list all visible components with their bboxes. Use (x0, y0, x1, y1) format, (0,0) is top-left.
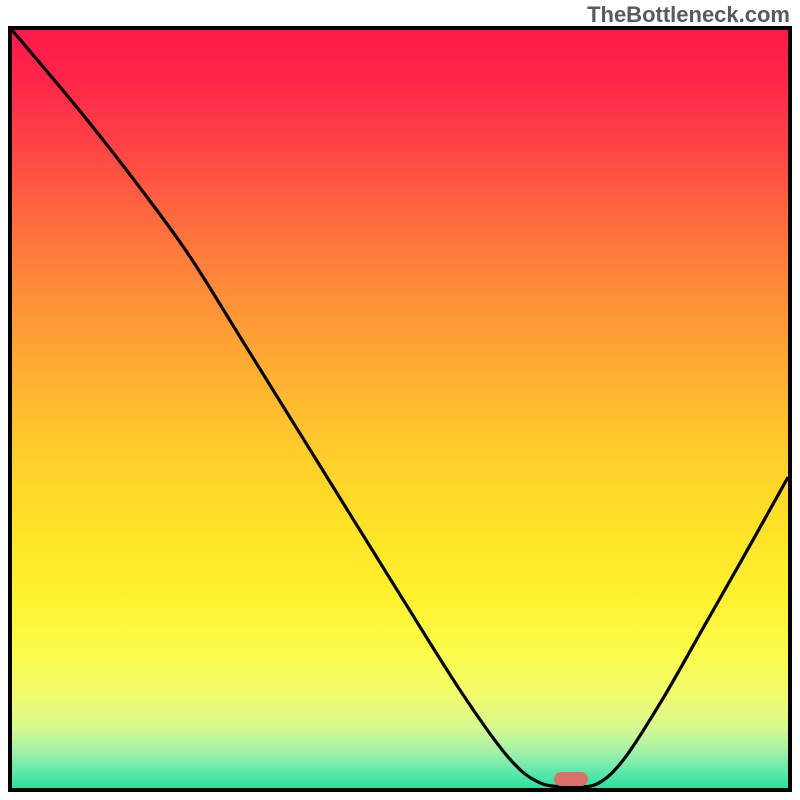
bottleneck-curve (12, 30, 788, 788)
optimal-marker (554, 772, 588, 786)
chart-frame (8, 26, 792, 792)
curve-path (12, 30, 788, 787)
watermark-text: TheBottleneck.com (587, 2, 790, 28)
